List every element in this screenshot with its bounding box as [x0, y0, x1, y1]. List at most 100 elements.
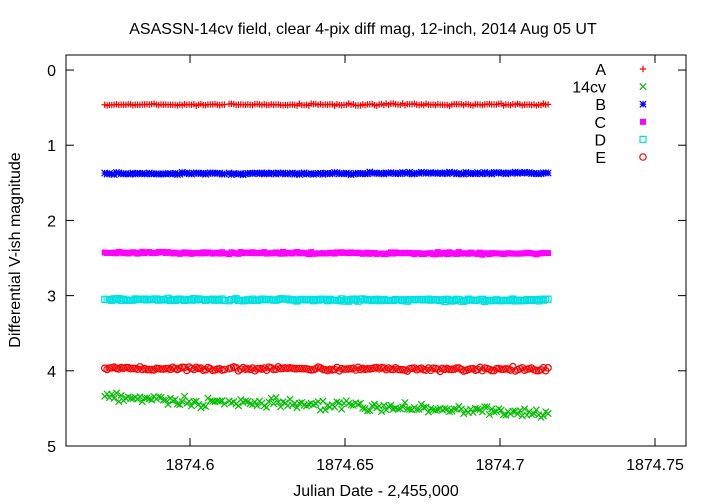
- data-point-b: [293, 169, 301, 178]
- legend-marker: [639, 100, 647, 108]
- data-point-d: [246, 296, 254, 304]
- data-point-b: [415, 169, 423, 177]
- data-point-e: [272, 365, 280, 374]
- data-point-14cv: [246, 400, 254, 408]
- data-point-d: [403, 297, 411, 305]
- data-point-d: [535, 297, 543, 305]
- data-point-b: [349, 170, 357, 178]
- data-point-14cv: [445, 407, 454, 416]
- data-point-e: [157, 365, 165, 373]
- data-point-d: [225, 297, 233, 305]
- data-point-d: [495, 296, 503, 304]
- legend-marker: [639, 65, 647, 73]
- data-point-14cv: [387, 401, 395, 409]
- data-point-b: [115, 169, 123, 177]
- data-point-b: [399, 168, 407, 177]
- data-point-d: [185, 295, 193, 303]
- data-point-b: [366, 168, 374, 176]
- data-point-e: [133, 365, 142, 374]
- data-point-b: [171, 169, 179, 177]
- data-point-d: [335, 297, 343, 305]
- legend-marker: [639, 153, 647, 161]
- data-point-d: [544, 295, 552, 303]
- data-point-14cv: [338, 405, 346, 413]
- data-point-d: [338, 295, 346, 303]
- data-point-14cv: [406, 405, 414, 413]
- data-point-d: [354, 297, 362, 305]
- series-d: [101, 294, 552, 306]
- data-point-14cv: [377, 407, 386, 416]
- data-point-d: [272, 296, 280, 304]
- data-point-e: [197, 364, 205, 372]
- data-point-b: [199, 169, 207, 177]
- series-e: [100, 362, 552, 376]
- data-point-b: [260, 170, 268, 178]
- data-point-b: [131, 170, 139, 178]
- data-point-14cv: [532, 406, 540, 414]
- data-point-d: [166, 296, 175, 305]
- data-point-e: [129, 364, 137, 373]
- data-point-d: [441, 297, 449, 306]
- data-point-d: [539, 296, 547, 304]
- data-point-d: [237, 296, 245, 304]
- data-point-14cv: [162, 396, 170, 404]
- data-point-d: [164, 294, 172, 302]
- data-point-14cv: [220, 400, 228, 408]
- data-point-d: [248, 295, 257, 303]
- data-point-14cv: [218, 396, 226, 405]
- data-point-b: [410, 170, 418, 178]
- chart-title: ASASSN-14cv field, clear 4-pix diff mag,…: [129, 21, 597, 38]
- data-point-e: [290, 364, 299, 373]
- legend-label: 14cv: [572, 80, 606, 97]
- data-point-d: [323, 297, 332, 305]
- y-tick-label: 3: [47, 289, 56, 306]
- data-point-d: [255, 296, 264, 304]
- data-point-d: [445, 296, 454, 304]
- data-point-14cv: [415, 405, 423, 413]
- data-point-14cv: [262, 403, 271, 412]
- data-point-d: [481, 297, 489, 306]
- data-point-d: [396, 296, 404, 304]
- data-point-e: [293, 364, 301, 373]
- legend-label: E: [595, 150, 606, 167]
- data-point-d: [520, 296, 529, 305]
- data-point-d: [359, 295, 367, 303]
- data-point-14cv: [178, 397, 186, 406]
- data-point-b: [216, 169, 224, 177]
- data-point-d: [169, 295, 177, 303]
- data-point-b: [450, 168, 458, 177]
- data-point-e: [342, 365, 351, 373]
- data-point-d: [131, 295, 139, 303]
- data-point-b: [291, 170, 299, 178]
- data-point-d: [216, 296, 224, 304]
- data-point-b: [396, 169, 404, 178]
- data-point-d: [211, 296, 219, 304]
- data-point-e: [335, 366, 344, 375]
- data-point-14cv: [509, 407, 517, 415]
- data-point-d: [448, 297, 456, 305]
- data-point-d: [511, 297, 519, 305]
- data-point-b: [403, 169, 411, 177]
- data-point-d: [366, 296, 374, 304]
- data-point-d: [399, 297, 407, 305]
- data-point-d: [523, 296, 531, 304]
- data-point-e: [126, 364, 135, 373]
- data-point-e: [105, 364, 114, 372]
- data-point-b: [499, 169, 508, 177]
- data-point-d: [375, 297, 383, 305]
- data-point-14cv: [295, 399, 304, 407]
- data-point-b: [474, 169, 482, 177]
- data-point-14cv: [490, 408, 498, 416]
- data-point-d: [401, 296, 409, 304]
- data-point-b: [178, 168, 186, 177]
- data-point-e: [422, 366, 430, 374]
- data-point-14cv: [441, 405, 449, 413]
- data-point-b: [502, 170, 510, 178]
- data-point-d: [361, 296, 369, 304]
- data-point-14cv: [474, 405, 482, 413]
- data-point-c: [221, 250, 228, 257]
- x-axis: 1874.6 1874.65 1874.7 1874.75: [166, 55, 684, 474]
- data-point-14cv: [272, 394, 280, 402]
